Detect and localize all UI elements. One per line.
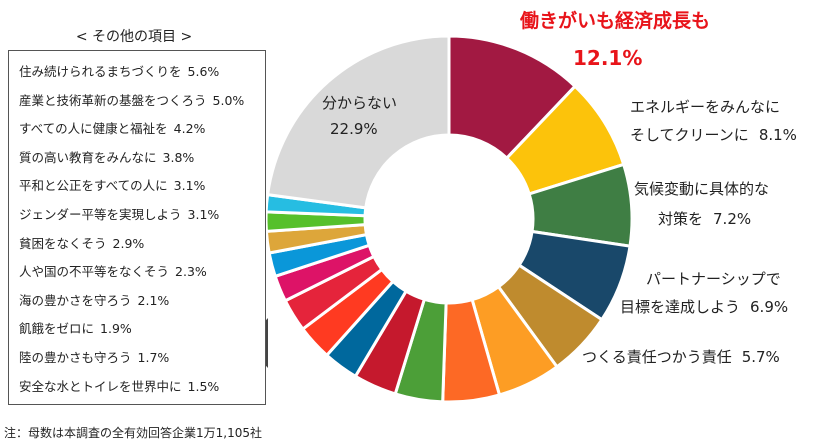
others-item: 陸の豊かさも守ろう 1.7% <box>19 347 169 366</box>
others-item-label: ジェンダー平等を実現しよう <box>19 207 182 222</box>
others-item-label: 貧困をなくそう <box>19 235 107 251</box>
donut-slices <box>264 34 634 404</box>
slice-17 <box>265 34 451 210</box>
others-item-label: 海の豊かさを守ろう <box>19 292 132 308</box>
others-item: すべての人に健康と福祉を 4.2% <box>19 118 205 137</box>
others-item: 住み続けられるまちづくりを 5.6% <box>19 61 219 80</box>
label-energy-value: 8.1% <box>758 126 797 144</box>
others-item-value: 5.6% <box>187 64 220 79</box>
label-partnership-line1: パートナーシップで <box>646 270 781 288</box>
label-climate-value: 7.2% <box>713 210 752 228</box>
others-item: 質の高い教育をみんなに 3.8% <box>19 147 194 166</box>
others-item-label: 平和と公正をすべての人に <box>19 178 168 194</box>
footnote: 注：母数は本調査の全有効回答企業1万1,105社 <box>4 426 262 440</box>
others-item-value: 3.1% <box>187 207 220 222</box>
label-unknown-value: 22.9% <box>330 120 378 138</box>
others-item-value: 2.1% <box>137 292 170 308</box>
label-energy-line1: エネルギーをみんなに <box>630 98 781 116</box>
others-item: 平和と公正をすべての人に 3.1% <box>19 175 205 194</box>
others-item: ジェンダー平等を実現しよう 3.1% <box>19 204 219 223</box>
label-partnership-line2: 目標を達成しよう 6.9% <box>620 298 789 316</box>
label-energy-line2: そしてクリーンに 8.1% <box>630 126 797 144</box>
label-decent-work-value: 12.1% <box>573 46 643 70</box>
others-item-value: 1.5% <box>187 378 220 394</box>
others-item-label: 産業と技術革新の基盤をつくろう <box>19 92 207 108</box>
label-unknown-name: 分からない <box>322 94 398 112</box>
others-item-label: 陸の豊かさも守ろう <box>19 350 132 365</box>
label-responsible-value: 5.7% <box>741 348 780 366</box>
others-item-label: 住み続けられるまちづくりを <box>19 64 182 79</box>
others-item: 産業と技術革新の基盤をつくろう 5.0% <box>19 90 244 109</box>
others-item-label: 人や国の不平等をなくそう <box>19 264 170 280</box>
others-item-label: 飢餓をゼロに <box>19 321 95 337</box>
others-item-label: すべての人に健康と福祉を <box>19 121 168 137</box>
label-partnership-value: 6.9% <box>750 298 789 316</box>
others-item-value: 1.7% <box>137 350 170 365</box>
others-item-label: 安全な水とトイレを世界中に <box>19 378 182 394</box>
label-decent-work-name: 働きがいも経済成長も <box>520 10 711 32</box>
others-item-value: 5.0% <box>212 92 245 108</box>
others-item: 貧困をなくそう 2.9% <box>19 233 144 252</box>
others-title: < その他の項目 > <box>75 29 193 45</box>
label-climate-line1: 気候変動に具体的な <box>634 180 770 198</box>
others-list-box: 住み続けられるまちづくりを 5.6% 産業と技術革新の基盤をつくろう 5.0% すべての… <box>8 50 266 405</box>
others-item: 安全な水とトイレを世界中に 1.5% <box>19 376 219 395</box>
others-item-value: 3.8% <box>162 149 195 165</box>
label-climate-line2: 対策を 7.2% <box>658 210 752 228</box>
others-item-label: 質の高い教育をみんなに <box>19 149 157 165</box>
others-item-value: 2.9% <box>112 235 145 251</box>
others-item-value: 1.9% <box>100 321 132 337</box>
others-item-value: 3.1% <box>173 178 206 194</box>
others-item: 飢餓をゼロに 1.9% <box>19 318 132 337</box>
others-item-value: 2.3% <box>175 264 207 280</box>
others-item-value: 4.2% <box>173 121 206 137</box>
others-item: 人や国の不平等をなくそう 2.3% <box>19 261 207 280</box>
label-responsible-consumption: つくる責任つかう責任 5.7% <box>582 348 780 366</box>
others-item: 海の豊かさを守ろう 2.1% <box>19 290 169 309</box>
